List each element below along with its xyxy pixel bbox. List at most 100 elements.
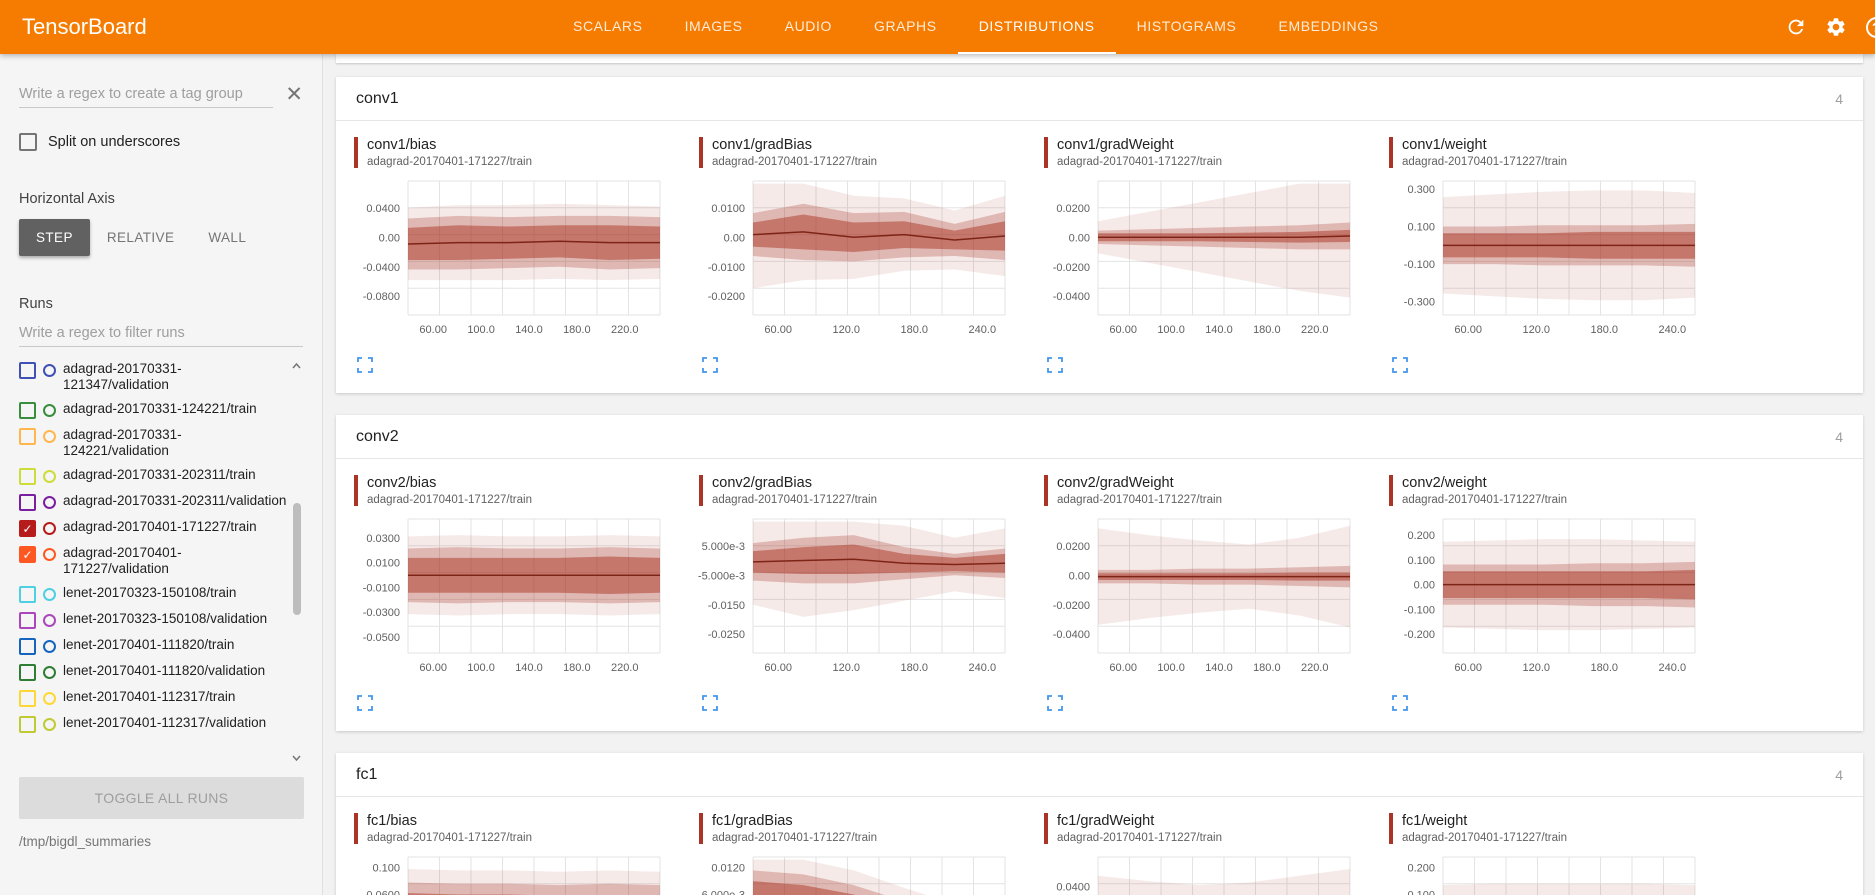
chart-title-block: conv1/weight adagrad-20170401-171227/trai… <box>1389 137 1722 168</box>
expand-chart-button[interactable] <box>356 694 374 717</box>
run-row[interactable]: adagrad-20170331-202311/validation <box>19 489 287 515</box>
run-checkbox[interactable] <box>19 716 36 733</box>
run-color-swatch[interactable] <box>43 364 56 377</box>
expand-chart-button[interactable] <box>1391 356 1409 379</box>
run-checkbox[interactable] <box>19 494 36 511</box>
run-row[interactable]: lenet-20170323-150108/train <box>19 581 287 607</box>
checkbox-icon[interactable] <box>19 133 37 151</box>
scrollbar-thumb[interactable] <box>293 503 301 615</box>
expand-chart-button[interactable] <box>701 694 719 717</box>
distribution-plot[interactable]: 0.0200 0.00 -0.0200 -0.0400 60.00 100.0 140.0 1… <box>1036 173 1366 351</box>
run-color-swatch[interactable] <box>43 548 56 561</box>
run-row[interactable]: adagrad-20170331-124221/validation <box>19 423 287 463</box>
run-row[interactable]: adagrad-20170331-202311/train <box>19 463 287 489</box>
help-icon[interactable]: ? <box>1864 15 1875 39</box>
distribution-plot[interactable]: 5.000e-3 -5.000e-3 -0.0150 -0.0250 60.00 120.… <box>691 511 1021 689</box>
distribution-plot[interactable]: 0.300 0.100 -0.100 -0.300 60.00 120.0 180.0 240… <box>1381 173 1711 351</box>
y-tick-label: -0.0200 <box>1053 600 1090 612</box>
run-row[interactable]: lenet-20170401-112317/validation <box>19 711 287 737</box>
run-checkbox-checked[interactable]: ✓ <box>19 546 36 563</box>
x-tick-label: 100.0 <box>467 324 495 336</box>
run-row[interactable]: lenet-20170323-150108/validation <box>19 607 287 633</box>
expand-chart-button[interactable] <box>1046 356 1064 379</box>
tab-histograms[interactable]: HISTOGRAMS <box>1136 18 1237 34</box>
run-checkbox[interactable] <box>19 428 36 445</box>
tab-images[interactable]: IMAGES <box>684 18 743 34</box>
run-checkbox[interactable] <box>19 612 36 629</box>
run-color-swatch[interactable] <box>43 588 56 601</box>
tab-audio[interactable]: AUDIO <box>784 18 832 34</box>
axis-button-relative[interactable]: RELATIVE <box>90 219 191 256</box>
axis-button-step[interactable]: STEP <box>19 219 90 256</box>
x-tick-label: 100.0 <box>1157 662 1185 674</box>
chart-title: conv1/gradBias <box>712 137 812 153</box>
chart-card: fc1/gradBias adagrad-20170401-171227/trai… <box>689 813 1034 895</box>
distribution-plot[interactable]: 0.0300 0.0100 -0.0100 -0.0300 -0.0500 60.00 10… <box>346 511 676 689</box>
run-row[interactable]: adagrad-20170331-124221/train <box>19 397 287 423</box>
expand-chart-button[interactable] <box>701 356 719 379</box>
chart-card: conv1/weight adagrad-20170401-171227/trai… <box>1379 137 1724 389</box>
run-color-swatch[interactable] <box>43 404 56 417</box>
run-checkbox[interactable] <box>19 362 36 379</box>
run-checkbox[interactable] <box>19 468 36 485</box>
run-checkbox[interactable] <box>19 402 36 419</box>
expand-chart-button[interactable] <box>1391 694 1409 717</box>
run-row[interactable]: lenet-20170401-111820/validation <box>19 659 287 685</box>
close-icon[interactable]: ✕ <box>285 82 303 106</box>
settings-gear-icon[interactable] <box>1824 15 1848 39</box>
distribution-plot[interactable]: 0.0100 0.00 -0.0100 -0.0200 60.00 120.0 180.0 2… <box>691 173 1021 351</box>
run-color-swatch[interactable] <box>43 470 56 483</box>
run-color-swatch[interactable] <box>43 614 56 627</box>
split-underscores-checkbox[interactable]: Split on underscores <box>19 133 303 151</box>
grid-lines <box>1097 856 1351 895</box>
run-row[interactable]: lenet-20170401-112317/train <box>19 685 287 711</box>
run-color-swatch[interactable] <box>43 430 56 443</box>
run-color-swatch[interactable] <box>43 718 56 731</box>
chart-title: conv1/bias <box>367 137 437 153</box>
run-checkbox-checked[interactable]: ✓ <box>19 520 36 537</box>
refresh-icon[interactable] <box>1784 15 1808 39</box>
toggle-all-runs-button[interactable]: TOGGLE ALL RUNS <box>19 777 304 819</box>
scroll-up-icon[interactable] <box>290 359 303 371</box>
run-row[interactable]: ✓ adagrad-20170401-171227/train <box>19 515 287 541</box>
runs-scrollbar[interactable] <box>290 357 303 765</box>
x-tick-label: 180.0 <box>901 324 929 336</box>
grid-lines <box>1097 518 1351 654</box>
axis-button-wall[interactable]: WALL <box>191 219 263 256</box>
run-row[interactable]: adagrad-20170331-121347/validation <box>19 357 287 397</box>
run-checkbox[interactable] <box>19 586 36 603</box>
runs-filter-input[interactable] <box>19 320 303 347</box>
y-tick-label: 0.00 <box>1069 570 1090 582</box>
section-header[interactable]: conv1 4 <box>336 77 1863 121</box>
run-row[interactable]: lenet-20170401-111820/train <box>19 633 287 659</box>
run-color-swatch[interactable] <box>43 640 56 653</box>
run-checkbox[interactable] <box>19 690 36 707</box>
run-checkbox[interactable] <box>19 638 36 655</box>
section-header[interactable]: fc1 4 <box>336 753 1863 797</box>
scroll-down-icon[interactable] <box>290 751 303 763</box>
chart-title-block: fc1/weight adagrad-20170401-171227/train <box>1389 813 1722 844</box>
tag-group-regex-input[interactable] <box>19 81 274 108</box>
expand-chart-button[interactable] <box>356 356 374 379</box>
run-checkbox[interactable] <box>19 664 36 681</box>
tab-embeddings[interactable]: EMBEDDINGS <box>1278 18 1379 34</box>
distribution-band <box>408 869 660 895</box>
distribution-plot[interactable]: 0.01206.000e-30.00 <box>691 849 1021 895</box>
tab-distributions[interactable]: DISTRIBUTIONS <box>957 0 1116 54</box>
run-color-swatch[interactable] <box>43 692 56 705</box>
distribution-plot[interactable]: 0.0200 0.00 -0.0200 -0.0400 60.00 100.0 140.0 1… <box>1036 511 1366 689</box>
distribution-plot[interactable]: 0.200 0.100 0.00 -0.100 -0.200 60.00 120.0 180.… <box>1381 511 1711 689</box>
y-tick-label: 6.000e-3 <box>702 890 745 895</box>
expand-chart-button[interactable] <box>1046 694 1064 717</box>
distribution-plot[interactable]: 0.0400 0.00 -0.0400 -0.0800 60.00 100.0 140.0 1… <box>346 173 676 351</box>
run-row[interactable]: ✓ adagrad-20170401-171227/validation <box>19 541 287 581</box>
tab-scalars[interactable]: SCALARS <box>573 18 643 34</box>
run-color-swatch[interactable] <box>43 522 56 535</box>
tab-graphs[interactable]: GRAPHS <box>873 18 937 34</box>
run-color-swatch[interactable] <box>43 666 56 679</box>
section-header[interactable]: conv2 4 <box>336 415 1863 459</box>
run-color-swatch[interactable] <box>43 496 56 509</box>
